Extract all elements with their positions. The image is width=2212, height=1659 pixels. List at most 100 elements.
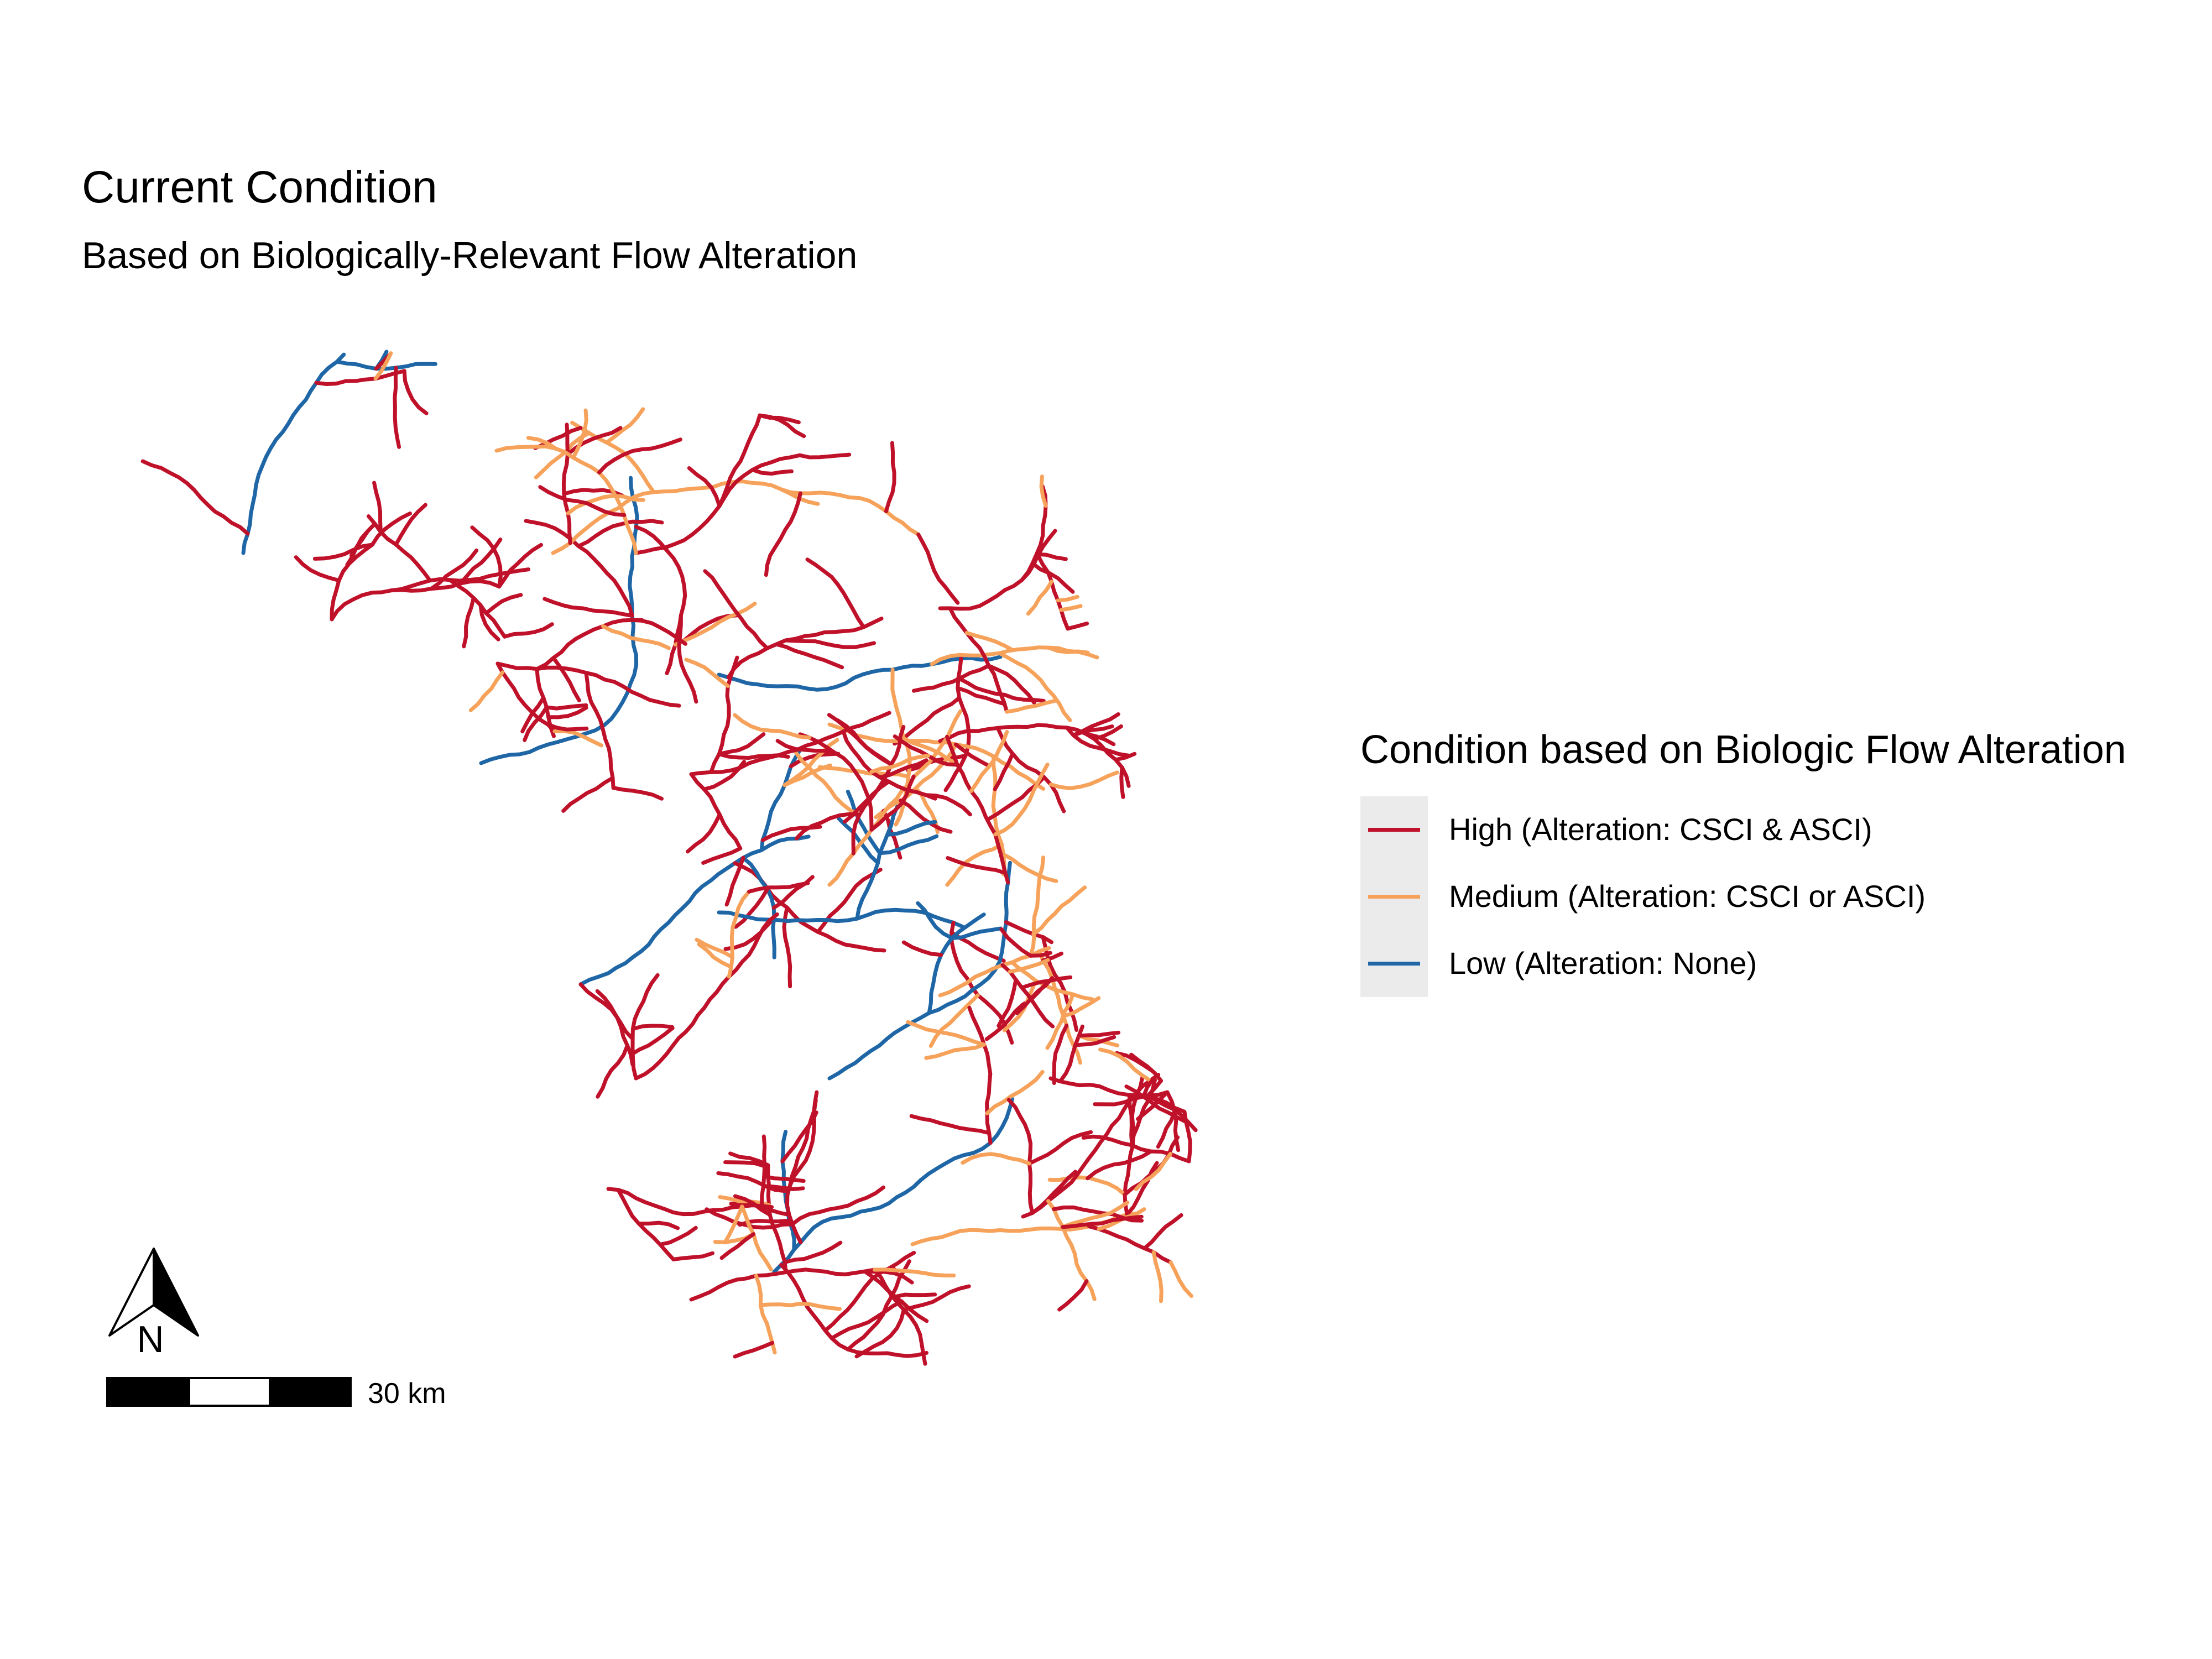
stream-segment	[943, 656, 971, 792]
stream-segment	[1077, 1030, 1121, 1038]
stream-segment	[1046, 645, 1090, 655]
stream-segment	[535, 618, 644, 671]
stream-segment	[578, 834, 811, 987]
stream-segment	[945, 842, 1004, 887]
legend: Condition based on Biologic Flow Alterat…	[1360, 730, 2126, 997]
stream-segment	[538, 485, 627, 517]
north-arrow-label: N	[137, 1318, 164, 1355]
stream-segment	[330, 567, 530, 622]
stream-segment	[1119, 765, 1125, 799]
stream-segment	[854, 1307, 906, 1359]
stream-segment	[938, 529, 1057, 611]
stream-segment	[782, 1240, 843, 1264]
stream-segment	[470, 525, 503, 589]
stream-segment	[993, 752, 1015, 791]
stream-segment	[717, 655, 1003, 692]
stream-segment	[827, 860, 1012, 1081]
stream-segment	[1006, 1098, 1035, 1215]
legend-label-medium: Medium (Alteration: CSCI or ASCI)	[1449, 879, 1926, 914]
stream-segment	[561, 422, 572, 545]
stream-segment	[1030, 1170, 1078, 1215]
stream-segment	[741, 855, 776, 959]
stream-segment	[566, 494, 645, 515]
stream-segment	[1031, 885, 1087, 936]
stream-segment	[552, 729, 604, 748]
stream-segment	[542, 597, 634, 618]
stream-segment	[1037, 949, 1082, 1065]
map-title: Current Condition	[82, 162, 437, 212]
stream-segment	[727, 889, 752, 979]
stream-segment	[366, 514, 432, 583]
stream-segment	[1056, 594, 1079, 603]
stream-segment	[1073, 1035, 1117, 1047]
stream-segment	[702, 760, 746, 791]
stream-segment	[794, 750, 862, 817]
stream-segment	[330, 542, 374, 622]
stream-segment	[1026, 580, 1053, 616]
stream-segment	[724, 855, 745, 907]
stream-segment	[429, 548, 479, 591]
stream-segment	[1001, 852, 1058, 883]
stream-segment	[993, 763, 1050, 837]
stream-segment	[717, 752, 790, 760]
stream-segment	[893, 734, 959, 767]
stream-segment	[294, 555, 341, 583]
stream-segment	[1086, 1149, 1153, 1181]
stream-segment	[928, 993, 980, 1048]
stream-segment	[999, 927, 1033, 958]
stream-segment	[1045, 992, 1075, 1050]
stream-segment	[314, 369, 406, 386]
legend-swatch-high	[1368, 828, 1420, 832]
stream-segment	[1034, 552, 1068, 561]
stream-segment	[695, 937, 734, 959]
stream-segment	[846, 790, 882, 855]
stream-segment	[723, 1204, 744, 1245]
stream-segment	[1046, 1199, 1097, 1301]
stream-segment	[1061, 1214, 1144, 1229]
stream-segment	[370, 512, 412, 547]
stream-segment	[634, 912, 779, 1081]
stream-segment	[716, 1171, 787, 1193]
stream-segment	[1168, 1260, 1193, 1298]
stream-segment	[1098, 1047, 1152, 1083]
stream-segment	[546, 706, 588, 719]
stream-segment	[601, 624, 671, 650]
stream-segment	[924, 793, 972, 817]
stream-segment	[916, 533, 960, 605]
stream-segment	[967, 1005, 993, 1145]
stream-segment	[878, 834, 939, 855]
stream-segment	[1030, 561, 1075, 594]
stream-segment	[779, 487, 921, 536]
stream-segment	[733, 713, 812, 740]
stream-segment	[1134, 1152, 1173, 1191]
stream-segment	[901, 940, 943, 957]
scale-bar	[106, 1377, 352, 1407]
stream-segment	[924, 1042, 987, 1060]
stream-segment	[1077, 1034, 1120, 1047]
stream-segment	[1029, 855, 1046, 958]
stream-segment	[1061, 996, 1101, 1018]
stream-segment	[630, 618, 687, 646]
stream-segment	[766, 1163, 788, 1274]
stream-segment	[1087, 1224, 1173, 1265]
stream-segment	[754, 1274, 777, 1355]
stream-segment	[701, 846, 743, 865]
stream-segment	[764, 491, 802, 577]
stream-segment	[1066, 622, 1089, 631]
stream-segment	[394, 503, 427, 547]
stream-segment	[616, 1188, 676, 1261]
legend-swatch-low	[1368, 962, 1420, 966]
stream-segment	[779, 1262, 928, 1358]
stream-segment	[797, 452, 852, 460]
stream-segment	[1142, 1213, 1183, 1250]
stream-segment	[878, 758, 928, 780]
scale-bar-label: 30 km	[368, 1378, 446, 1410]
stream-segment	[671, 1251, 714, 1261]
stream-segment	[789, 752, 841, 769]
stream-segment	[916, 901, 954, 940]
stream-segment	[823, 1250, 916, 1333]
stream-segment	[1029, 951, 1052, 958]
stream-segment	[728, 1151, 770, 1167]
stream-segment	[1048, 770, 1119, 790]
stream-segment	[761, 1184, 805, 1191]
